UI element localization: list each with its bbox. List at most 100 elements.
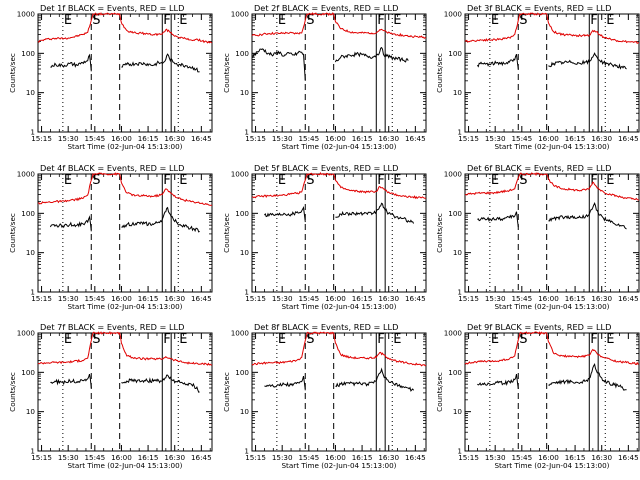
y-tick-label: 100 [235,368,249,377]
x-tick-label: 16:15 [352,134,373,143]
panel-det-7: Det 7f BLACK = Events, RED = LLD 1 10 100 10… [8,322,213,470]
panel-title: Det 7f BLACK = Events, RED = LLD [40,322,184,332]
series-line-events [251,46,409,81]
x-tick-label: 15:30 [272,453,293,462]
x-tick-label: 16:45 [618,453,639,462]
x-tick-label: 16:15 [138,453,159,462]
series-line-lld [464,12,639,44]
marker-label: F [590,173,597,188]
marker-label: S [92,173,100,188]
y-tick-label: 1 [457,447,462,456]
y-tick-label: 10 [26,248,36,257]
x-axis-label: Start Time (02-Jun-04 15:13:00) [67,142,182,151]
panel-det-1: Det 1f BLACK = Events, RED = LLD 1 10 100 10… [8,3,213,151]
x-tick-label: 16:30 [164,134,185,143]
panel-title: Det 1f BLACK = Events, RED = LLD [40,3,184,13]
marker-label: S [306,173,314,188]
x-tick-label: 15:15 [31,453,52,462]
x-tick-label: 16:15 [565,294,586,303]
marker-label: S [92,332,100,347]
x-tick-label: 16:00 [538,294,559,303]
y-tick-label: 1 [244,288,249,297]
series-line-events [477,363,627,391]
axes-frame [37,173,213,293]
marker-label: E [179,332,187,347]
x-tick-label: 16:15 [352,294,373,303]
y-tick-label: 10 [453,407,463,416]
y-tick-label: 100 [448,368,462,377]
marker-label: E [606,173,614,188]
series-line-lld [465,172,640,201]
x-tick-label: 15:45 [511,134,532,143]
y-tick-label: 1 [457,288,462,297]
marker-label: E [179,13,187,28]
x-tick-label: 16:30 [164,453,185,462]
x-tick-label: 15:30 [58,134,79,143]
panel-det-4: Det 4f BLACK = Events, RED = LLD 1 10 100 10… [8,163,213,311]
x-tick-label: 16:00 [325,134,346,143]
marker-label: E [64,173,72,188]
marker-label: E [393,173,401,188]
marker-label: F [590,332,597,347]
x-tick-label: 16:15 [138,134,159,143]
axes-frame [251,173,427,293]
marker-label: E [491,332,499,347]
marker-label: F [377,13,384,28]
y-axis-label: Counts/sec [222,372,231,412]
marker-label: E [606,332,614,347]
panel-det-5: Det 5f BLACK = Events, RED = LLD 1 10 100 10… [222,163,427,311]
x-tick-label: 15:15 [245,453,266,462]
y-tick-label: 1 [30,288,35,297]
x-tick-label: 15:15 [245,294,266,303]
marker-label: S [306,332,314,347]
x-tick-label: 16:45 [191,134,212,143]
x-tick-label: 16:30 [378,134,399,143]
panel-title: Det 9f BLACK = Events, RED = LLD [467,322,611,332]
y-tick-label: 100 [235,209,249,218]
panel-det-9: Det 9f BLACK = Events, RED = LLD 1 10 100 10… [435,322,640,470]
x-tick-label: 15:15 [458,134,479,143]
marker-label: F [163,173,170,188]
series-line-events [477,201,627,230]
marker-label: S [519,13,527,28]
x-tick-label: 16:00 [538,134,559,143]
y-tick-label: 1 [30,128,35,137]
x-axis-label: Start Time (02-Jun-04 15:13:00) [494,142,609,151]
x-tick-label: 15:30 [485,134,506,143]
x-tick-label: 15:30 [272,294,293,303]
x-axis-label: Start Time (02-Jun-04 15:13:00) [67,302,182,311]
y-axis-label: Counts/sec [435,53,444,93]
x-tick-label: 16:30 [378,294,399,303]
axes-frame [37,332,213,452]
x-tick-label: 16:15 [565,453,586,462]
y-tick-label: 10 [240,407,250,416]
y-tick-label: 1000 [17,170,36,179]
y-tick-label: 1000 [444,10,463,19]
marker-label: E [278,13,286,28]
series-line-lld [37,331,213,366]
panel-det-3: Det 3f BLACK = Events, RED = LLD 1 10 100 10… [435,3,640,151]
x-tick-label: 16:00 [325,294,346,303]
y-tick-label: 100 [235,49,249,58]
x-tick-label: 16:15 [138,294,159,303]
x-tick-label: 15:15 [458,294,479,303]
x-tick-label: 16:15 [352,453,373,462]
y-tick-label: 100 [21,209,35,218]
y-tick-label: 1 [244,447,249,456]
x-tick-label: 15:45 [84,294,105,303]
y-tick-label: 1 [244,128,249,137]
x-tick-label: 16:45 [618,134,639,143]
y-tick-label: 1000 [231,170,250,179]
x-tick-label: 15:15 [245,134,266,143]
marker-label: F [590,13,597,28]
x-tick-label: 16:00 [325,453,346,462]
marker-label: S [306,13,314,28]
panel-title: Det 6f BLACK = Events, RED = LLD [467,163,611,173]
series-line-events [50,53,200,73]
series-line-lld [251,331,427,367]
panel-det-6: Det 6f BLACK = Events, RED = LLD 1 10 100 10… [435,163,640,311]
y-tick-label: 100 [21,49,35,58]
x-tick-label: 16:45 [191,453,212,462]
series-line-lld [251,171,427,200]
y-tick-label: 100 [448,49,462,58]
